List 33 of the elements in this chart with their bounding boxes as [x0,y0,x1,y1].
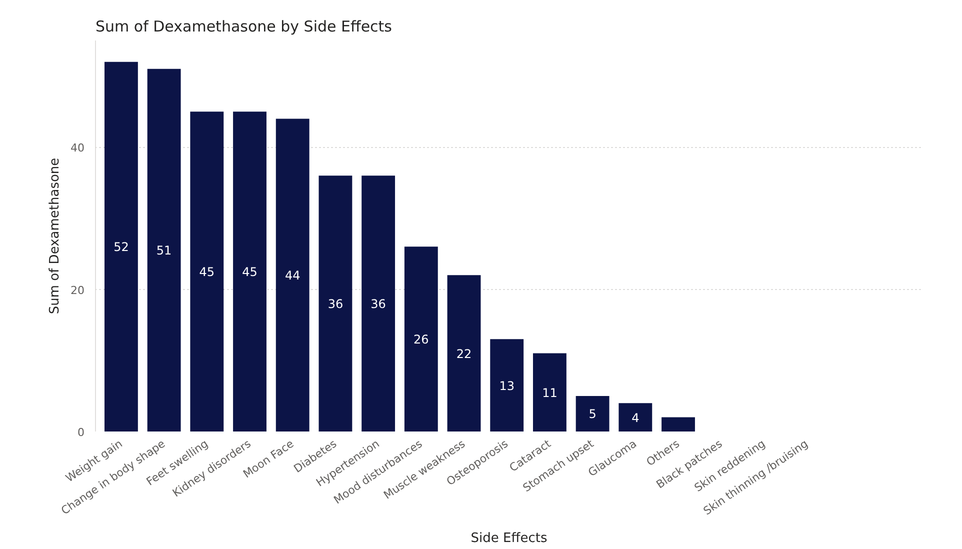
data-label: 44 [284,268,300,283]
bar [276,118,310,432]
bar [233,112,266,432]
bar [190,112,224,432]
bar [490,339,524,432]
data-label: 11 [542,386,558,400]
data-label: 5 [588,407,596,422]
bar [447,275,481,432]
data-label: 26 [414,332,429,347]
x-axis-title: Side Effects [470,531,548,546]
data-label: 22 [456,346,472,361]
bar [104,62,138,432]
data-label: 13 [499,378,515,393]
bar [576,396,610,432]
data-label: 45 [199,265,215,280]
data-label: 36 [370,297,386,312]
chart-title: Sum of Dexamethasone by Side Effects [96,18,392,36]
y-tick-label: 0 [78,426,84,439]
bar [662,417,695,432]
data-label: 51 [156,244,172,258]
bar [618,403,652,432]
data-label: 36 [328,297,344,312]
data-label: 52 [114,240,129,254]
bar [147,68,181,432]
bar [362,176,396,432]
data-label: 45 [242,265,258,280]
y-tick-label: 20 [70,284,85,297]
y-axis-title: Sum of Dexamethasone [48,158,63,314]
bar [318,176,352,432]
bar [532,353,566,432]
data-label: 4 [632,410,640,425]
y-tick-label: 40 [70,142,85,155]
bar [404,246,438,432]
